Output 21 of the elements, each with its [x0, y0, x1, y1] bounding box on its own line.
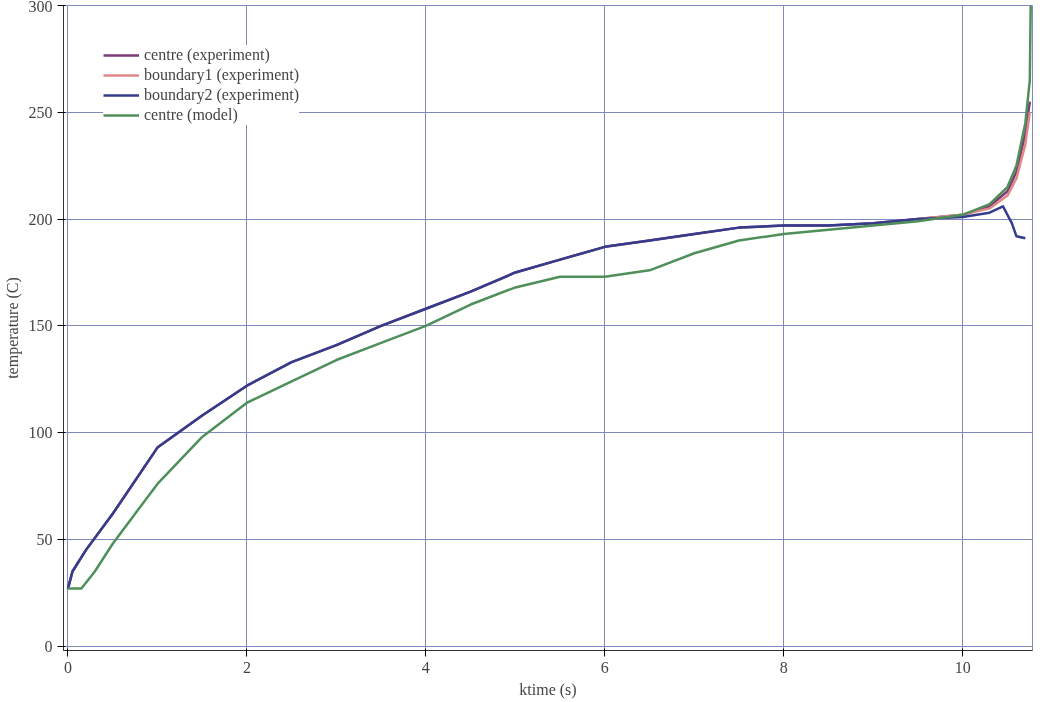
x-axis-title: ktime (s)	[519, 680, 577, 699]
y-tick-label: 200	[28, 210, 53, 228]
legend-label: centre (experiment)	[144, 46, 270, 64]
x-tick-label: 2	[242, 658, 251, 676]
line-series	[66, 205, 1027, 590]
x-tick-label: 10	[954, 658, 971, 676]
y-tick-label: 150	[28, 317, 53, 335]
legend-label: centre (model)	[144, 106, 238, 124]
x-tick-label: 6	[600, 658, 609, 676]
legend-label: boundary1 (experiment)	[144, 66, 300, 84]
y-tick-label: 50	[36, 530, 53, 548]
y-tick-label: 0	[44, 637, 53, 655]
legend-label: boundary2 (experiment)	[144, 86, 300, 104]
y-tick-label: 300	[28, 0, 53, 15]
x-tick-label: 4	[421, 658, 430, 676]
y-tick-label: 100	[28, 424, 53, 442]
x-tick-label: 8	[779, 658, 788, 676]
line-series	[66, 5, 1032, 590]
x-tick-label: 0	[63, 658, 72, 676]
y-tick-label: 250	[28, 103, 53, 121]
y-axis-title: temperature (C)	[3, 277, 22, 379]
